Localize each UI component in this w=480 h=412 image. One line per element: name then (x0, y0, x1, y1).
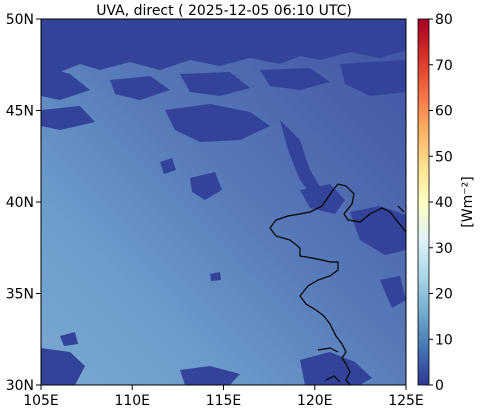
colorbar-tick-label: 60 (435, 104, 453, 120)
colorbar-tick-label: 20 (435, 287, 453, 303)
y-tick-label: 50N (6, 12, 34, 28)
x-tick-label: 115E (206, 393, 242, 409)
y-tick-label: 35N (6, 287, 34, 303)
y-tick-label: 30N (6, 378, 34, 394)
colorbar-tick-label: 10 (435, 332, 453, 348)
chart-title: UVA, direct ( 2025-12-05 06:10 UTC) (96, 3, 352, 19)
y-tick-label: 45N (6, 104, 34, 120)
x-axis: 105E 110E 115E 120E 125E (23, 385, 424, 409)
x-tick-label: 125E (388, 393, 424, 409)
colorbar-tick-label: 0 (435, 378, 444, 394)
coastline (269, 183, 406, 385)
colorbar-tick-label: 40 (435, 195, 453, 211)
colorbar-tick-label: 80 (435, 12, 453, 28)
x-tick-label: 120E (297, 393, 333, 409)
colorbar-tick-label: 30 (435, 241, 453, 257)
cloud-patches (41, 19, 406, 385)
colorbar-ticks: 0 10 20 30 40 50 60 70 80 (429, 12, 453, 394)
y-tick-label: 40N (6, 195, 34, 211)
x-tick-label: 105E (23, 393, 59, 409)
y-axis: 30N 35N 40N 45N 50N (6, 12, 41, 394)
colorbar-tick-label: 50 (435, 149, 453, 165)
colorbar-gradient (417, 18, 430, 386)
colorbar: 0 10 20 30 40 50 60 70 80 [Wm⁻²] (417, 12, 476, 394)
x-tick-label: 110E (114, 393, 150, 409)
map-plot-area (41, 19, 406, 385)
colorbar-tick-label: 70 (435, 58, 453, 74)
colorbar-label: [Wm⁻²] (460, 176, 476, 227)
